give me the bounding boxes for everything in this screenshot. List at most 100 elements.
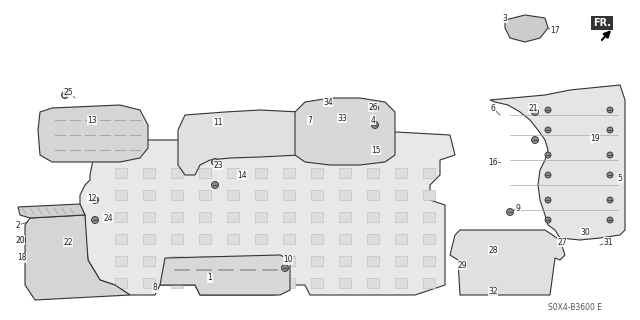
Bar [143, 168, 155, 178]
Bar [283, 278, 295, 288]
Text: S0X4-B3600 E: S0X4-B3600 E [548, 303, 602, 313]
Bar [255, 212, 267, 222]
Bar [283, 168, 295, 178]
Text: 26: 26 [368, 102, 378, 111]
Bar [171, 256, 183, 266]
Bar [115, 256, 127, 266]
Polygon shape [160, 255, 290, 295]
Text: 10: 10 [283, 255, 293, 265]
Circle shape [531, 108, 538, 116]
Text: 20: 20 [15, 236, 25, 244]
Bar [311, 190, 323, 200]
Bar [171, 212, 183, 222]
Bar [227, 190, 239, 200]
Text: 3: 3 [502, 13, 508, 22]
Bar [199, 234, 211, 244]
Circle shape [607, 197, 613, 203]
Text: 21: 21 [528, 103, 538, 113]
Bar [395, 212, 407, 222]
Bar [227, 278, 239, 288]
Polygon shape [178, 110, 360, 175]
Bar [171, 234, 183, 244]
Polygon shape [490, 85, 625, 240]
Text: 34: 34 [323, 98, 333, 107]
Text: 24: 24 [103, 213, 113, 222]
Text: 31: 31 [603, 237, 613, 246]
Bar [395, 168, 407, 178]
Circle shape [607, 152, 613, 158]
Text: 33: 33 [337, 114, 347, 123]
Bar [308, 108, 388, 158]
Bar [255, 256, 267, 266]
Text: 17: 17 [550, 26, 560, 35]
Bar [367, 278, 379, 288]
Bar [199, 256, 211, 266]
Circle shape [607, 172, 613, 178]
Polygon shape [25, 215, 130, 300]
Circle shape [211, 181, 218, 188]
Bar [311, 234, 323, 244]
Text: 15: 15 [371, 146, 381, 155]
Bar [339, 168, 351, 178]
Bar [171, 168, 183, 178]
Circle shape [607, 107, 613, 113]
Circle shape [61, 92, 68, 99]
Text: 13: 13 [87, 116, 97, 124]
Polygon shape [38, 105, 148, 162]
Bar [255, 278, 267, 288]
Bar [339, 256, 351, 266]
Bar [395, 190, 407, 200]
Circle shape [545, 197, 551, 203]
Bar [171, 278, 183, 288]
Circle shape [607, 127, 613, 133]
Text: 1: 1 [207, 274, 212, 283]
Bar [339, 234, 351, 244]
Circle shape [531, 137, 538, 143]
Text: 8: 8 [152, 284, 157, 292]
Circle shape [371, 122, 378, 129]
Circle shape [211, 158, 218, 165]
Polygon shape [505, 15, 548, 42]
Text: 7: 7 [308, 116, 312, 124]
Bar [395, 278, 407, 288]
Bar [143, 190, 155, 200]
Bar [143, 278, 155, 288]
Text: 22: 22 [63, 237, 73, 246]
Bar [423, 168, 435, 178]
Bar [199, 212, 211, 222]
Bar [199, 190, 211, 200]
Bar [199, 278, 211, 288]
Circle shape [19, 236, 26, 244]
Circle shape [545, 172, 551, 178]
Text: 32: 32 [488, 287, 498, 297]
Text: 16: 16 [488, 157, 498, 166]
Bar [115, 278, 127, 288]
Bar [115, 234, 127, 244]
Circle shape [371, 105, 378, 111]
Text: FR.: FR. [593, 18, 611, 28]
Bar [367, 212, 379, 222]
Bar [311, 168, 323, 178]
Bar [283, 212, 295, 222]
Bar [283, 234, 295, 244]
Text: 29: 29 [457, 260, 467, 269]
Bar [199, 168, 211, 178]
Bar [143, 256, 155, 266]
Bar [367, 168, 379, 178]
Text: 11: 11 [213, 117, 223, 126]
Text: 23: 23 [213, 161, 223, 170]
Bar [255, 168, 267, 178]
Bar [395, 234, 407, 244]
Circle shape [545, 152, 551, 158]
Circle shape [92, 217, 99, 223]
Bar [227, 212, 239, 222]
Text: 2: 2 [15, 220, 20, 229]
Bar [227, 234, 239, 244]
Bar [255, 190, 267, 200]
Circle shape [545, 127, 551, 133]
Bar [423, 212, 435, 222]
Bar [115, 168, 127, 178]
Polygon shape [80, 130, 455, 295]
Bar [311, 212, 323, 222]
Circle shape [545, 217, 551, 223]
